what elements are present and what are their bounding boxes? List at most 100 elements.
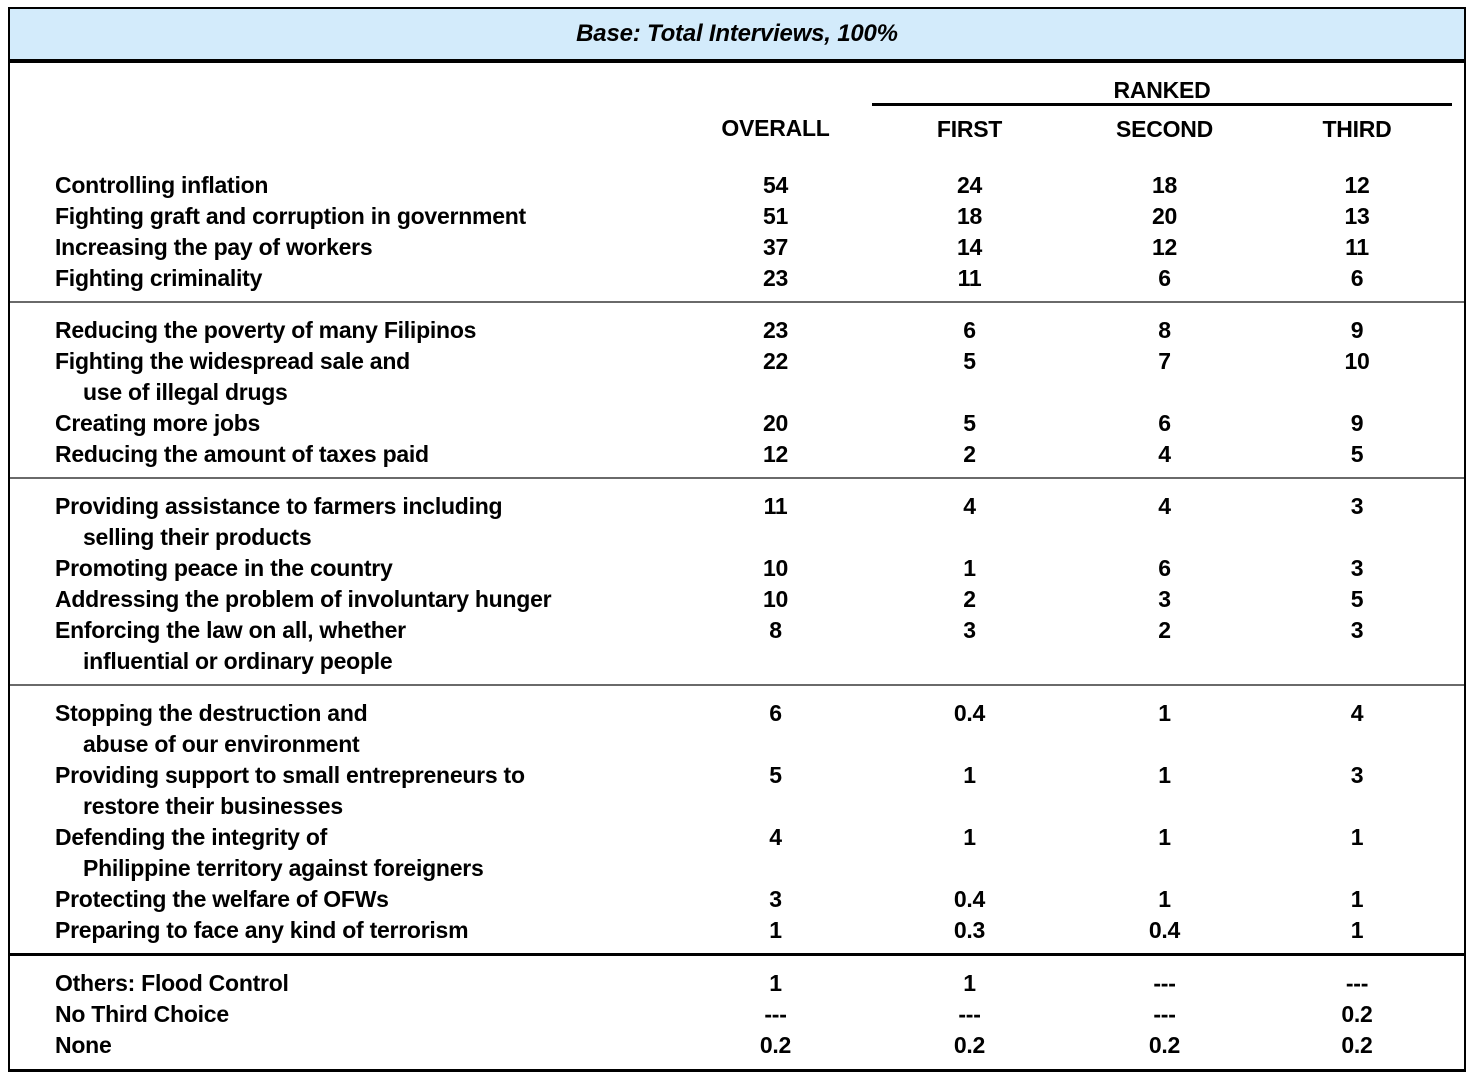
overall-value: 51 [762,203,789,229]
table-row: Others: Flood Control 1 1 --- --- [10,955,1464,1000]
third-value: 0.2 [1341,1032,1373,1058]
second-value: 20 [1151,203,1178,229]
row-label-cell: Providing support to small entrepreneurs… [10,760,679,822]
row-right-spacer [1452,302,1464,346]
second-value: 6 [1158,265,1171,291]
row-label: Creating more jobs [55,410,261,436]
row-right-spacer [1452,346,1464,408]
third-value: 13 [1344,203,1370,229]
third-value: 3 [1350,555,1364,581]
survey-table-container: RANKED OVERALL FIRST SECOND THIRD Contro… [8,61,1466,1072]
row-label-continuation: selling their products [83,524,312,550]
row-right-spacer [1452,822,1464,884]
overall-value: 6 [769,700,782,726]
table-row: Providing assistance to farmers includin… [10,478,1464,553]
row-label-continuation: abuse of our environment [83,731,360,757]
first-column-header: FIRST [936,116,1003,142]
overall-value: 5 [769,762,782,788]
third-value: 9 [1350,410,1364,436]
row-label-cell: Defending the integrity of Philippine ter… [10,822,679,884]
ranked-group-header-row: RANKED [10,63,1464,106]
row-label: Stopping the destruction and [55,700,368,726]
row-label: Fighting criminality [55,265,263,291]
second-value: --- [1153,1001,1176,1027]
second-value: 4 [1158,441,1171,467]
second-value: 18 [1151,172,1178,198]
table-row: Increasing the pay of workers 37 14 12 11 [10,232,1464,263]
row-label-cell: Addressing the problem of involuntary hu… [10,584,679,615]
row-right-spacer [1452,408,1464,439]
row-label-continuation: influential or ordinary people [83,648,393,674]
header-right-spacer [1452,105,1464,145]
row-label-continuation: use of illegal drugs [83,379,288,405]
overall-value: 4 [769,824,782,850]
third-value: 11 [1345,234,1369,260]
first-value: 2 [963,441,976,467]
row-label-cell: Creating more jobs [10,408,679,439]
row-label-cell: Controlling inflation [10,144,679,201]
second-value: 1 [1158,824,1171,850]
second-value: 8 [1158,317,1171,343]
row-label: Increasing the pay of workers [55,234,373,260]
table-title-bar: Base: Total Interviews, 100% [8,7,1466,61]
table-row: Creating more jobs 20 5 6 9 [10,408,1464,439]
header-overall-spacer [679,63,872,105]
row-label-cell: Reducing the poverty of many Filipinos [10,302,679,346]
row-right-spacer [1452,232,1464,263]
row-label-cell: Enforcing the law on all, whether influen… [10,615,679,685]
row-label: Controlling inflation [55,172,269,198]
table-row: Fighting criminality 23 11 6 6 [10,263,1464,302]
row-label: Enforcing the law on all, whether [55,617,406,643]
table-row: Preparing to face any kind of terrorism 1… [10,915,1464,955]
first-value: 4 [963,493,976,519]
third-value: 1 [1350,824,1364,850]
header-label-spacer [10,63,679,105]
table-row: Controlling inflation 54 24 18 12 [10,144,1464,201]
overall-value: 23 [762,265,789,291]
second-value: 3 [1158,586,1171,612]
table-row: Providing support to small entrepreneurs… [10,760,1464,822]
row-label-cell: Fighting criminality [10,263,679,302]
second-value: 0.2 [1148,1032,1181,1058]
row-right-spacer [1452,999,1464,1030]
table-row: Defending the integrity of Philippine ter… [10,822,1464,884]
overall-value: 54 [762,172,789,198]
row-label: Reducing the poverty of many Filipinos [55,317,477,343]
table-row: No Third Choice --- --- --- 0.2 [10,999,1464,1030]
row-label-continuation: Philippine territory against foreigners [83,855,484,881]
row-label-cell: Others: Flood Control [10,955,679,1000]
third-value: 1 [1350,917,1364,943]
row-right-spacer [1452,915,1464,955]
first-value: 1 [963,762,976,788]
third-value: 5 [1350,441,1364,467]
overall-value: 23 [762,317,789,343]
row-right-spacer [1452,201,1464,232]
overall-value: 10 [762,586,789,612]
row-right-spacer [1452,1030,1464,1069]
row-label-cell: Fighting graft and corruption in governm… [10,201,679,232]
row-label-continuation: restore their businesses [83,793,343,819]
header-right-spacer [1452,63,1464,105]
ranked-column-group-header: RANKED [872,63,1452,106]
row-right-spacer [1452,685,1464,760]
first-value: 5 [963,348,976,374]
third-value: 4 [1350,700,1364,726]
first-value: 0.4 [953,886,986,912]
third-value: 3 [1350,762,1364,788]
overall-value: 37 [762,234,789,260]
third-value: 3 [1350,493,1364,519]
row-label: Reducing the amount of taxes paid [55,441,429,467]
third-value: 1 [1350,886,1364,912]
row-right-spacer [1452,615,1464,685]
second-column-header: SECOND [1116,116,1213,142]
third-value: 12 [1344,172,1370,198]
table-row: Stopping the destruction and abuse of our… [10,685,1464,760]
row-label: Addressing the problem of involuntary hu… [55,586,552,612]
row-label: Fighting the widespread sale and [55,348,410,374]
row-label-cell: Promoting peace in the country [10,553,679,584]
second-value: 1 [1158,700,1171,726]
third-value: --- [1345,970,1369,996]
second-value: 7 [1158,348,1171,374]
first-value: 11 [957,265,982,291]
row-label-cell: Stopping the destruction and abuse of our… [10,685,679,760]
